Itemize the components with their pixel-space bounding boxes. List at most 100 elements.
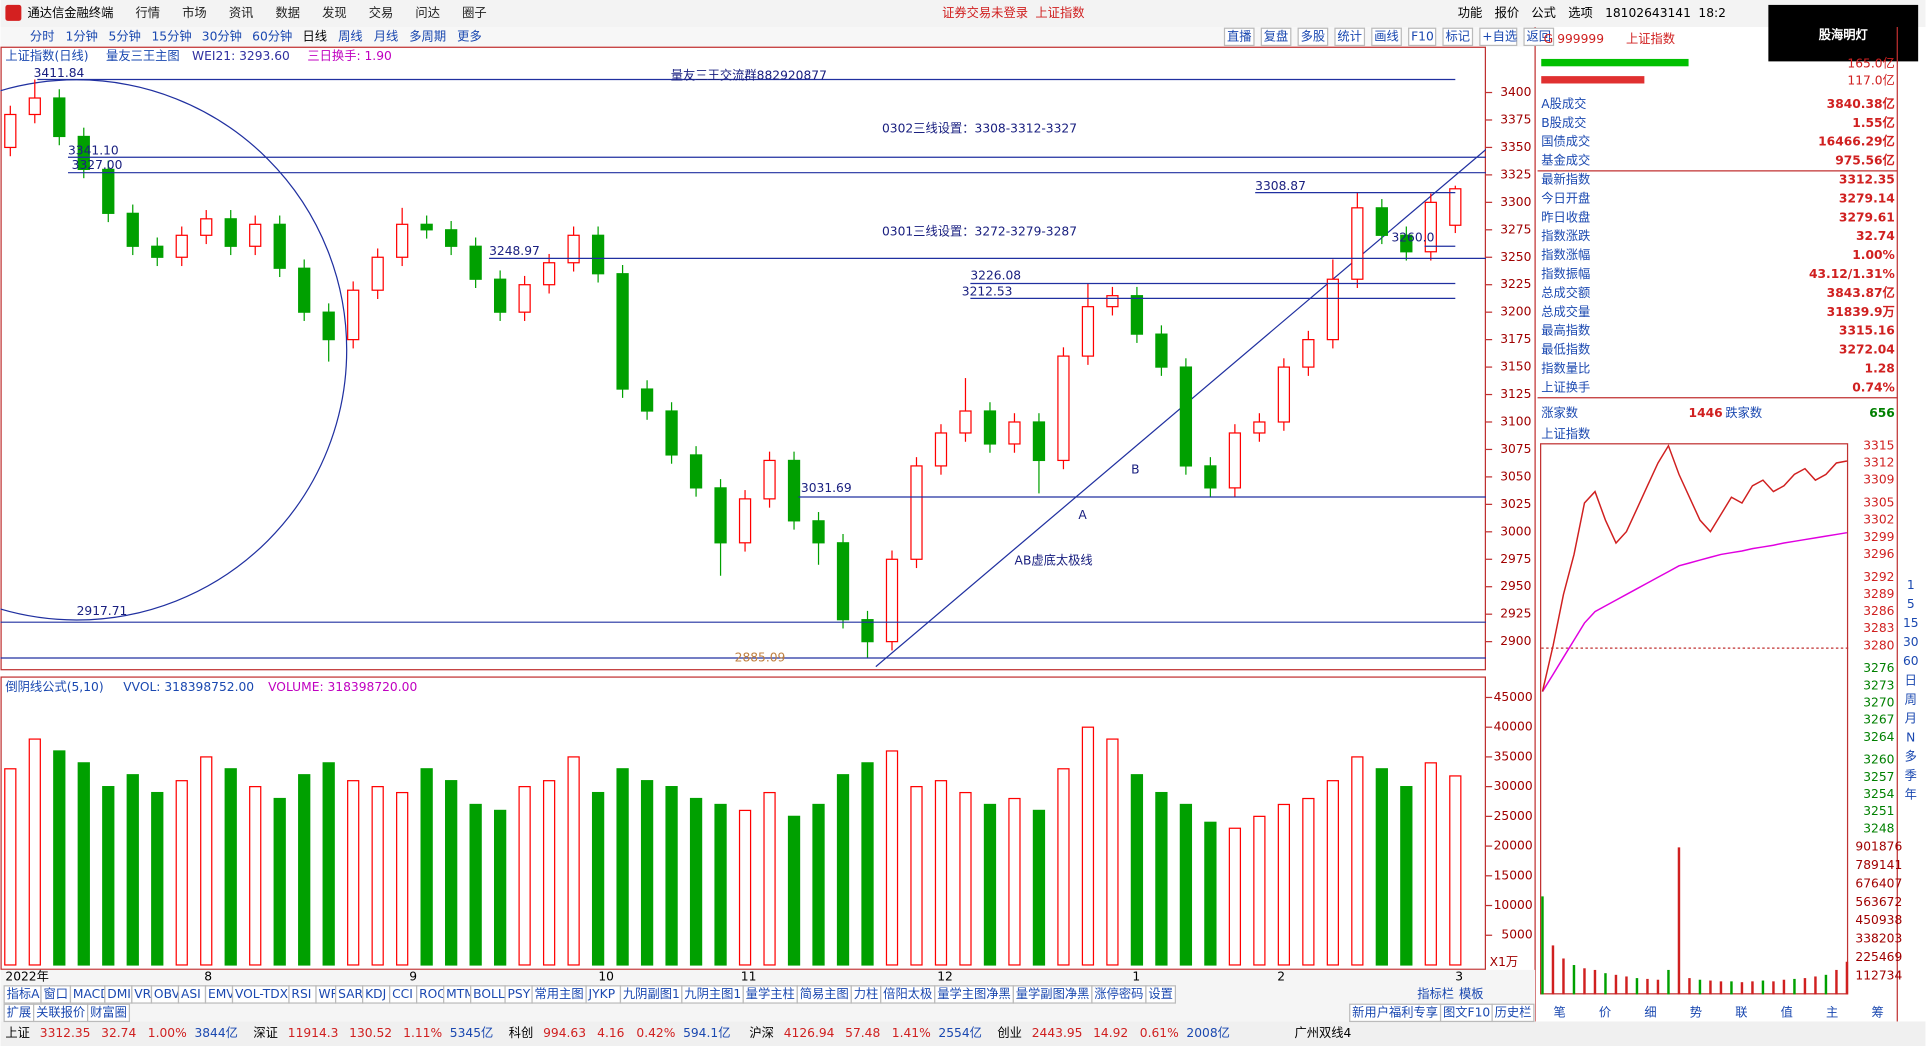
period-button[interactable]: 分时 xyxy=(30,29,55,43)
side-tool[interactable]: 年 xyxy=(1905,787,1917,801)
intraday-tab[interactable]: 价 xyxy=(1599,1005,1611,1019)
tool-button[interactable]: 直播 xyxy=(1227,29,1252,43)
indicator-tab[interactable]: CCI xyxy=(392,987,413,1001)
tool-button[interactable]: 复盘 xyxy=(1264,28,1289,43)
side-tool[interactable]: 多 xyxy=(1905,749,1917,763)
side-tool[interactable]: 15 xyxy=(1903,616,1919,630)
indicator-tab[interactable]: BOLL xyxy=(473,987,505,1001)
extra-tab[interactable]: 扩展 xyxy=(7,1005,32,1019)
tool-button[interactable]: 标记 xyxy=(1445,29,1470,43)
indicator-tab[interactable]: 指标A xyxy=(7,986,41,1001)
indicator-tab[interactable]: OBV xyxy=(154,987,181,1001)
side-tool[interactable]: 周 xyxy=(1905,692,1917,706)
period-button[interactable]: 更多 xyxy=(457,29,482,43)
tool-button-box[interactable] xyxy=(1479,27,1518,47)
intraday-tab[interactable]: 势 xyxy=(1690,1005,1702,1019)
indicator-tab[interactable]: VOL-TDX xyxy=(235,987,289,1001)
indicator-tab[interactable]: WR xyxy=(318,987,339,1001)
period-button[interactable]: 周线 xyxy=(338,29,363,43)
indicator-tab[interactable]: RSI xyxy=(291,987,311,1001)
extra-tab[interactable]: 财富圈 xyxy=(90,1004,127,1019)
period-button[interactable]: 1分钟 xyxy=(66,28,98,43)
menu-item[interactable]: 交易 xyxy=(369,5,394,20)
tool-button-box[interactable] xyxy=(1442,27,1474,47)
indicator-tab[interactable]: MTM xyxy=(446,987,475,1001)
login-status[interactable]: 证券交易未登录 xyxy=(942,5,1028,20)
intraday-tab[interactable]: 筹 xyxy=(1871,1005,1883,1019)
tool-button[interactable]: 返回 xyxy=(1527,29,1552,43)
indicator-tab[interactable]: 指标栏 xyxy=(1417,986,1454,1001)
intraday-tab[interactable]: 细 xyxy=(1644,1005,1656,1019)
side-tool[interactable]: 60 xyxy=(1903,654,1919,668)
menu-right[interactable]: 18:2 xyxy=(1698,6,1726,20)
indicator-tab[interactable]: SAR xyxy=(338,987,363,1001)
intraday-tab[interactable]: 值 xyxy=(1781,1004,1793,1019)
indicator-tab[interactable]: DMI xyxy=(107,987,131,1001)
indicator-tab[interactable]: MACD xyxy=(73,987,110,1001)
tool-button-box[interactable] xyxy=(1260,27,1292,47)
side-tool[interactable]: 日 xyxy=(1905,673,1917,687)
tool-button[interactable]: 多股 xyxy=(1301,29,1326,43)
indicator-tab[interactable]: EMV xyxy=(208,987,235,1001)
indicator-tab[interactable]: 模板 xyxy=(1459,987,1484,1001)
intraday-tab[interactable]: 联 xyxy=(1735,1005,1747,1019)
side-tool[interactable]: 30 xyxy=(1903,635,1919,649)
tool-button-box[interactable] xyxy=(1371,27,1402,47)
period-button[interactable]: 日线 xyxy=(302,29,327,43)
intraday-tab[interactable]: 主 xyxy=(1826,1005,1838,1019)
indicator-tab[interactable]: 简易主图 xyxy=(800,987,849,1001)
menu-right[interactable]: 报价 xyxy=(1495,5,1520,20)
indicator-tab[interactable]: KDJ xyxy=(365,987,386,1001)
extra-tab[interactable]: 图文F10 xyxy=(1443,1004,1490,1019)
indicator-tab-box[interactable] xyxy=(1145,985,1177,1004)
indicator-tab[interactable]: 九阴主图1 xyxy=(684,987,741,1001)
side-tool[interactable]: N xyxy=(1906,730,1915,744)
indicator-tab[interactable]: 量学主图净黑 xyxy=(937,986,1011,1001)
indicator-tab[interactable]: 涨停密码 xyxy=(1094,986,1143,1001)
menu-right[interactable]: 18102643141 xyxy=(1605,6,1691,20)
menu-item[interactable]: 资讯 xyxy=(229,6,254,20)
tool-button[interactable]: +自选 xyxy=(1482,29,1517,43)
menu-right[interactable]: 选项 xyxy=(1568,6,1593,20)
indicator-tab[interactable]: ASI xyxy=(181,987,201,1001)
side-tool[interactable]: 1 xyxy=(1907,578,1915,592)
tool-button-box[interactable] xyxy=(1523,27,1555,47)
tool-button-box[interactable] xyxy=(1334,27,1366,47)
tool-button-box[interactable] xyxy=(1408,27,1437,47)
tool-button[interactable]: 统计 xyxy=(1337,29,1362,43)
menu-item[interactable]: 问达 xyxy=(415,6,440,20)
tool-button-box[interactable] xyxy=(1297,27,1329,47)
indicator-tab[interactable]: 倍阳太极 xyxy=(883,986,932,1001)
side-tool[interactable]: 5 xyxy=(1907,597,1915,611)
extra-tab[interactable]: 新用户福利专享 xyxy=(1352,1004,1438,1019)
indicator-tab[interactable]: 九阴副图1 xyxy=(623,986,680,1001)
indicator-tab[interactable]: ROC xyxy=(419,987,446,1001)
side-tool[interactable]: 月 xyxy=(1905,711,1917,725)
tool-button[interactable]: F10 xyxy=(1411,29,1434,43)
indicator-tab[interactable]: 力柱 xyxy=(854,986,879,1001)
side-tool[interactable]: 季 xyxy=(1905,768,1917,782)
indicator-tab[interactable]: JYKP xyxy=(588,987,616,1001)
indicator-tab[interactable]: VR xyxy=(134,987,151,1001)
indicator-tab[interactable]: 量学副图净黑 xyxy=(1016,986,1090,1001)
menu-item[interactable]: 市场 xyxy=(182,5,207,20)
extra-tab[interactable]: 关联报价 xyxy=(36,1004,85,1019)
tool-button-box[interactable] xyxy=(1223,27,1255,47)
period-button[interactable]: 60分钟 xyxy=(252,28,292,43)
period-button[interactable]: 月线 xyxy=(374,29,399,43)
menu-item[interactable]: 圈子 xyxy=(462,6,487,20)
period-button[interactable]: 多周期 xyxy=(409,29,446,43)
period-button[interactable]: 30分钟 xyxy=(202,28,242,43)
indicator-tab[interactable]: PSY xyxy=(508,987,531,1001)
menu-item[interactable]: 行情 xyxy=(136,6,161,20)
menu-item[interactable]: 发现 xyxy=(322,5,347,20)
menu-right[interactable]: 功能 xyxy=(1458,6,1483,20)
menu-item[interactable]: 数据 xyxy=(275,5,300,20)
extra-tab[interactable]: 历史栏 xyxy=(1495,1004,1532,1019)
period-button[interactable]: 5分钟 xyxy=(109,28,141,43)
tool-button[interactable]: 画线 xyxy=(1374,29,1399,43)
intraday-tab[interactable]: 笔 xyxy=(1554,1004,1566,1019)
indicator-tab[interactable]: 窗口 xyxy=(43,987,68,1001)
menu-item[interactable]: 通达信金融终端 xyxy=(27,5,113,20)
extra-tab-box[interactable] xyxy=(1491,1003,1535,1023)
